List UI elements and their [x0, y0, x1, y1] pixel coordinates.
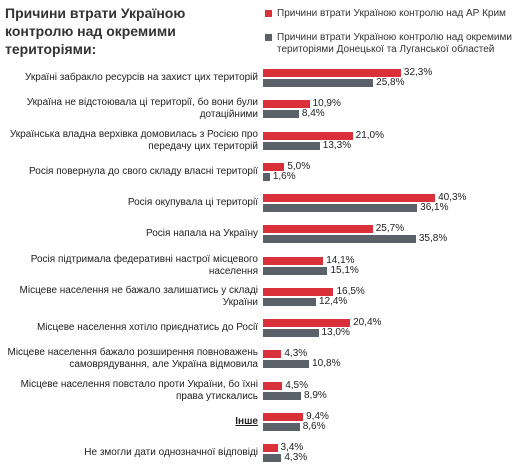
- value-label: 9,4%: [306, 410, 329, 422]
- value-label: 13,0%: [321, 327, 350, 338]
- bar: [263, 422, 300, 431]
- bar: [263, 381, 283, 390]
- value-label: 8,4%: [301, 108, 325, 120]
- legend-label: Причини втрати Україною контролю над окр…: [277, 32, 512, 55]
- bar: [263, 454, 282, 462]
- bar: [263, 172, 270, 181]
- bar: [263, 256, 324, 265]
- value-label: 12,4%: [318, 295, 348, 307]
- bar: [263, 141, 320, 150]
- category-label: Україна не відстоювала ці території, бо …: [26, 97, 258, 121]
- value-label: 40,3%: [438, 192, 467, 203]
- chart-title: Причини втрати Україною контролю над окр…: [5, 5, 186, 57]
- value-label: 13,3%: [322, 139, 352, 151]
- category-label: Росія окупувала ці території: [127, 197, 258, 208]
- value-label: 10,8%: [312, 358, 341, 370]
- value-label: 25,7%: [375, 223, 405, 235]
- bar: [263, 319, 351, 327]
- category-label: Росія напала на Україну: [145, 228, 258, 240]
- bar: [263, 412, 304, 421]
- category-label: Місцеве населення повстало проти України…: [20, 378, 258, 402]
- value-label: 36,1%: [420, 202, 449, 213]
- legend-swatch: [265, 34, 272, 41]
- value-label: 8,9%: [304, 389, 327, 401]
- category-label: Місцеве населення хотіло приєднатись до …: [36, 322, 258, 333]
- value-label: 35,8%: [418, 233, 448, 245]
- value-label: 16,5%: [336, 285, 365, 297]
- category-label: Росія повернула до свого складу власні т…: [29, 165, 258, 177]
- bar: [263, 162, 285, 171]
- bar: [263, 204, 418, 212]
- value-label: 4,5%: [285, 379, 308, 391]
- value-label: 32,3%: [403, 67, 433, 78]
- value-label: 14,1%: [326, 254, 355, 266]
- bar: [263, 131, 353, 140]
- value-label: 3,4%: [280, 442, 304, 453]
- value-label: 15,1%: [330, 264, 359, 276]
- bar: [263, 194, 436, 202]
- bar: [263, 69, 401, 77]
- bar: [263, 235, 416, 244]
- category-label: Не змогли дати однозначної відповіді: [84, 447, 258, 458]
- bar: [263, 297, 316, 306]
- value-label: 10,9%: [312, 98, 341, 110]
- value-label: 4,3%: [284, 348, 308, 360]
- bar: [263, 110, 299, 119]
- category-label: Місцеве населення бажало розширення повн…: [7, 347, 259, 371]
- value-label: 5,0%: [287, 160, 311, 172]
- category-label: Україні забракло ресурсів на захист цих …: [25, 72, 258, 83]
- value-label: 25,8%: [376, 77, 405, 88]
- bar: [263, 329, 319, 337]
- bar: [263, 79, 374, 87]
- bar: [263, 225, 373, 234]
- value-label: 21,0%: [355, 129, 385, 141]
- legend-label: Причини втрати Україною контролю над АР …: [277, 8, 506, 19]
- category-label: Інше: [235, 415, 258, 427]
- bar: [263, 100, 310, 109]
- bar: [263, 360, 310, 369]
- bar: [263, 287, 334, 296]
- category-label: Росія підтримала федеративні настрої міс…: [30, 253, 258, 277]
- value-label: 20,4%: [353, 317, 382, 328]
- bar: [263, 444, 278, 452]
- value-label: 1,6%: [272, 170, 296, 182]
- legend-swatch: [265, 10, 272, 17]
- bar: [263, 350, 282, 359]
- value-label: 8,6%: [302, 420, 326, 432]
- category-label: Українська владна верхівка домовилась з …: [9, 128, 258, 152]
- category-label: Місцеве населення не бажало залишатись у…: [19, 284, 258, 308]
- value-label: 4,3%: [284, 452, 308, 463]
- bar: [263, 266, 328, 275]
- bar: [263, 391, 301, 400]
